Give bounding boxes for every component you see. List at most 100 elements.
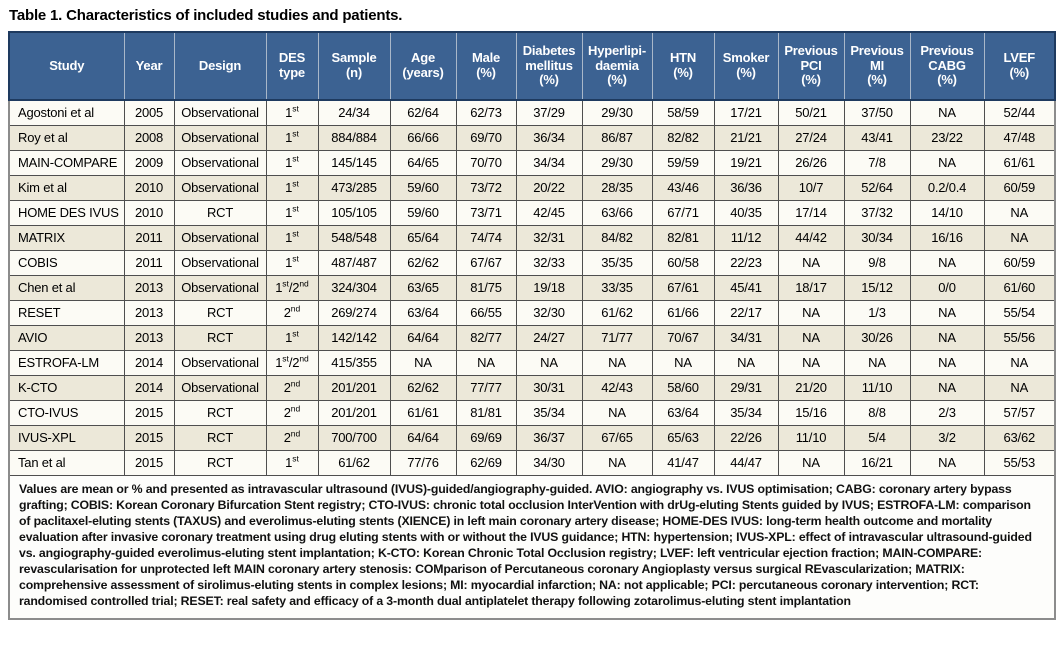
cell-diabetes: 32/31 bbox=[515, 224, 583, 251]
cell-design: Observational bbox=[173, 149, 267, 176]
cell-lvef: NA bbox=[983, 374, 1056, 401]
cell-previous_cabg: NA bbox=[909, 299, 985, 326]
cell-study: Tan et al bbox=[8, 449, 125, 476]
cell-sample: 884/884 bbox=[317, 124, 391, 151]
cell-male: 81/75 bbox=[455, 274, 517, 301]
cell-study: Kim et al bbox=[8, 174, 125, 201]
cell-previous_mi: 16/21 bbox=[843, 449, 911, 476]
column-header-des_type: DES type bbox=[265, 31, 319, 101]
cell-male: NA bbox=[455, 349, 517, 376]
cell-sample: 201/201 bbox=[317, 399, 391, 426]
cell-des_type: 1st bbox=[265, 149, 319, 176]
cell-smoker: 29/31 bbox=[713, 374, 779, 401]
cell-diabetes: 36/37 bbox=[515, 424, 583, 451]
cell-male: 69/69 bbox=[455, 424, 517, 451]
table-row: CTO-IVUS 2015 RCT 2nd 201/201 61/61 81/81 35/34… bbox=[8, 399, 1056, 426]
cell-previous_pci: 11/10 bbox=[777, 424, 845, 451]
studies-table: Study Year Design DES type Sample (n) Age (years… bbox=[8, 31, 1056, 620]
cell-previous_pci: NA bbox=[777, 324, 845, 351]
cell-sample: 487/487 bbox=[317, 249, 391, 276]
cell-age: 66/66 bbox=[389, 124, 457, 151]
cell-diabetes: 30/31 bbox=[515, 374, 583, 401]
footnote-row: Values are mean or % and presented as in… bbox=[8, 474, 1056, 619]
cell-male: 74/74 bbox=[455, 224, 517, 251]
cell-previous_mi: NA bbox=[843, 349, 911, 376]
table-row: ESTROFA-LM 2014 Observational 1st/2nd 415/35… bbox=[8, 349, 1056, 376]
cell-lvef: NA bbox=[983, 224, 1056, 251]
cell-design: Observational bbox=[173, 124, 267, 151]
cell-sample: 24/34 bbox=[317, 99, 391, 126]
table-row: AVIO 2013 RCT 1st 142/142 64/64 82/77 24/27 71/7… bbox=[8, 324, 1056, 351]
cell-study: RESET bbox=[8, 299, 125, 326]
cell-previous_cabg: NA bbox=[909, 99, 985, 126]
cell-previous_pci: NA bbox=[777, 449, 845, 476]
column-header-previous_mi: Previous MI (%) bbox=[843, 31, 911, 101]
cell-design: RCT bbox=[173, 399, 267, 426]
cell-previous_cabg: 23/22 bbox=[909, 124, 985, 151]
table-row: Agostoni et al 2005 Observational 1st 24/34 6… bbox=[8, 99, 1056, 126]
table-footnote: Values are mean or % and presented as in… bbox=[8, 474, 1056, 619]
cell-previous_cabg: 16/16 bbox=[909, 224, 985, 251]
column-header-previous_pci: Previous PCI (%) bbox=[777, 31, 845, 101]
cell-diabetes: 34/30 bbox=[515, 449, 583, 476]
cell-design: Observational bbox=[173, 249, 267, 276]
cell-age: 62/62 bbox=[389, 249, 457, 276]
cell-previous_mi: 8/8 bbox=[843, 399, 911, 426]
cell-previous_mi: 37/32 bbox=[843, 199, 911, 226]
cell-des_type: 1st bbox=[265, 324, 319, 351]
cell-year: 2015 bbox=[123, 424, 175, 451]
cell-diabetes: 19/18 bbox=[515, 274, 583, 301]
cell-sample: 105/105 bbox=[317, 199, 391, 226]
cell-previous_cabg: NA bbox=[909, 449, 985, 476]
table-row: MATRIX 2011 Observational 1st 548/548 65/64 74… bbox=[8, 224, 1056, 251]
cell-age: 64/64 bbox=[389, 324, 457, 351]
cell-lvef: 60/59 bbox=[983, 174, 1056, 201]
table-row: Kim et al 2010 Observational 1st 473/285 59/6… bbox=[8, 174, 1056, 201]
cell-des_type: 1st bbox=[265, 199, 319, 226]
cell-study: Agostoni et al bbox=[8, 99, 125, 126]
cell-smoker: 17/21 bbox=[713, 99, 779, 126]
cell-hyperlipidaemia: NA bbox=[581, 399, 653, 426]
cell-hyperlipidaemia: 84/82 bbox=[581, 224, 653, 251]
cell-htn: 58/59 bbox=[651, 99, 715, 126]
cell-lvef: 61/61 bbox=[983, 149, 1056, 176]
cell-previous_pci: 15/16 bbox=[777, 399, 845, 426]
cell-lvef: 55/54 bbox=[983, 299, 1056, 326]
cell-male: 82/77 bbox=[455, 324, 517, 351]
cell-hyperlipidaemia: 29/30 bbox=[581, 99, 653, 126]
cell-previous_cabg: 3/2 bbox=[909, 424, 985, 451]
cell-design: RCT bbox=[173, 199, 267, 226]
cell-sample: 415/355 bbox=[317, 349, 391, 376]
cell-htn: 43/46 bbox=[651, 174, 715, 201]
cell-previous_mi: 30/26 bbox=[843, 324, 911, 351]
cell-sample: 145/145 bbox=[317, 149, 391, 176]
cell-hyperlipidaemia: NA bbox=[581, 449, 653, 476]
cell-year: 2009 bbox=[123, 149, 175, 176]
table-row: Chen et al 2013 Observational 1st/2nd 324/30… bbox=[8, 274, 1056, 301]
cell-age: 63/64 bbox=[389, 299, 457, 326]
cell-design: Observational bbox=[173, 99, 267, 126]
cell-diabetes: 35/34 bbox=[515, 399, 583, 426]
cell-des_type: 2nd bbox=[265, 424, 319, 451]
cell-smoker: NA bbox=[713, 349, 779, 376]
cell-smoker: 19/21 bbox=[713, 149, 779, 176]
cell-study: MAIN-COMPARE bbox=[8, 149, 125, 176]
cell-year: 2005 bbox=[123, 99, 175, 126]
cell-previous_pci: NA bbox=[777, 299, 845, 326]
cell-previous_pci: 21/20 bbox=[777, 374, 845, 401]
column-header-htn: HTN (%) bbox=[651, 31, 715, 101]
cell-htn: 58/60 bbox=[651, 374, 715, 401]
table-header: Study Year Design DES type Sample (n) Age (years… bbox=[8, 31, 1056, 101]
column-header-hyperlipidaemia: Hyperlipi-daemia (%) bbox=[581, 31, 653, 101]
cell-previous_cabg: NA bbox=[909, 149, 985, 176]
column-header-lvef: LVEF (%) bbox=[983, 31, 1056, 101]
cell-age: 62/62 bbox=[389, 374, 457, 401]
table-row: K-CTO 2014 Observational 2nd 201/201 62/62 77/… bbox=[8, 374, 1056, 401]
cell-age: 59/60 bbox=[389, 199, 457, 226]
cell-age: 59/60 bbox=[389, 174, 457, 201]
cell-des_type: 1st/2nd bbox=[265, 274, 319, 301]
cell-smoker: 34/31 bbox=[713, 324, 779, 351]
cell-smoker: 44/47 bbox=[713, 449, 779, 476]
table-row: HOME DES IVUS 2010 RCT 1st 105/105 59/60 73/71… bbox=[8, 199, 1056, 226]
